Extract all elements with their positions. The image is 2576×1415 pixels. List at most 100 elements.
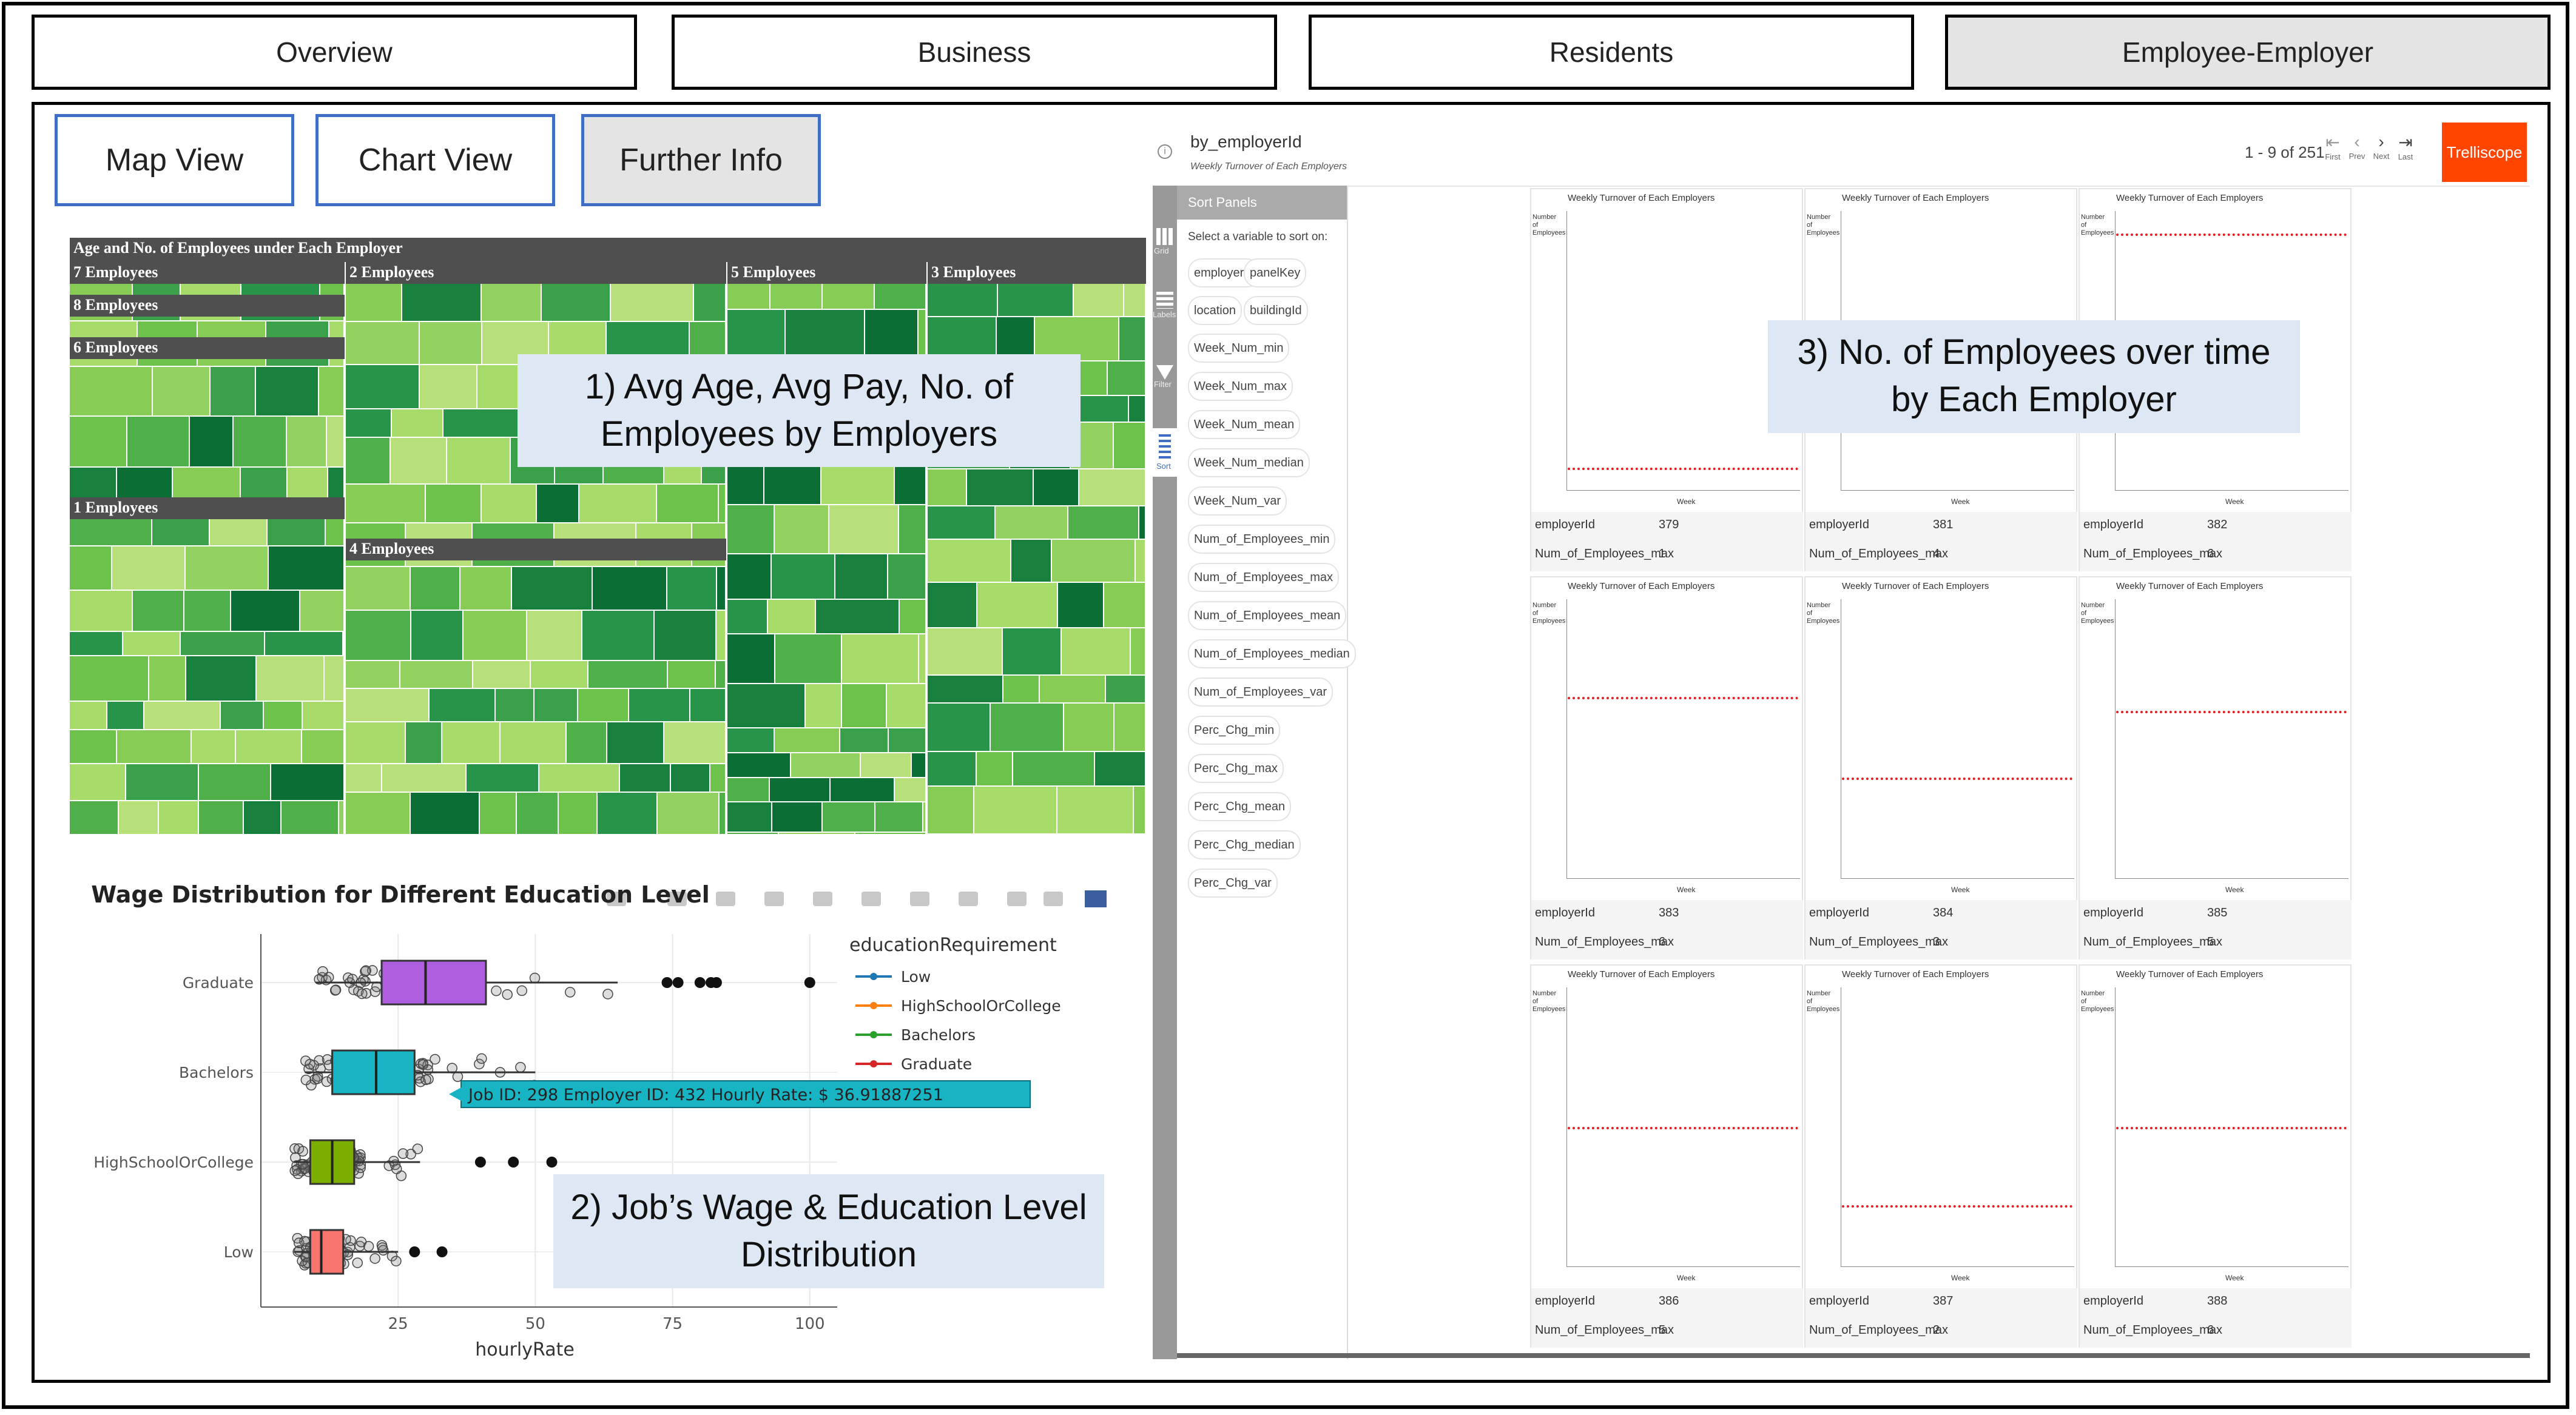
- treemap-cell[interactable]: [928, 469, 966, 505]
- treemap-cell[interactable]: [186, 546, 268, 590]
- treemap-cell[interactable]: [977, 752, 1012, 785]
- treemap-cell[interactable]: [70, 632, 122, 655]
- treemap-cell[interactable]: [977, 583, 1057, 627]
- treemap-cell[interactable]: [382, 764, 465, 792]
- treemap-cell[interactable]: [346, 438, 389, 483]
- treemap-cell[interactable]: [727, 802, 771, 832]
- sort-var-chip[interactable]: Num_of_Employees_median: [1188, 639, 1356, 668]
- treemap-cell[interactable]: [117, 730, 191, 763]
- tab-residents[interactable]: Residents: [1309, 15, 1914, 90]
- treemap-cell[interactable]: [900, 600, 925, 633]
- treemap-cell[interactable]: [1106, 676, 1145, 702]
- spike-icon[interactable]: [1007, 892, 1027, 906]
- pager-next-button[interactable]: › Next: [2373, 132, 2390, 161]
- treemap-cell[interactable]: [928, 506, 994, 539]
- treemap-cell[interactable]: [928, 704, 990, 751]
- treemap-cell[interactable]: [126, 764, 198, 800]
- treemap-cell[interactable]: [464, 611, 526, 660]
- treemap-cell[interactable]: [720, 793, 725, 834]
- treemap-cell[interactable]: [1124, 284, 1145, 316]
- treemap-cell[interactable]: [482, 284, 541, 321]
- treemap-cell[interactable]: [727, 634, 774, 683]
- treemap-cell[interactable]: [694, 284, 725, 321]
- trellis-panel[interactable]: Weekly Turnover of Each Employers Number …: [1530, 576, 1803, 960]
- sort-var-chip[interactable]: Perc_Chg_median: [1188, 830, 1301, 859]
- outlier-point[interactable]: [474, 1157, 486, 1168]
- treemap-cell[interactable]: [611, 284, 693, 321]
- treemap-cell[interactable]: [770, 284, 821, 309]
- treemap-cell[interactable]: [875, 802, 922, 832]
- treemap-cell[interactable]: [287, 417, 326, 466]
- treemap-cell[interactable]: [840, 728, 888, 752]
- treemap-cell[interactable]: [391, 438, 446, 483]
- treemap-cell[interactable]: [442, 722, 499, 763]
- treemap-cell[interactable]: [119, 801, 158, 834]
- treemap-cell[interactable]: [411, 793, 479, 834]
- treemap-cell[interactable]: [770, 778, 829, 801]
- treemap-cell[interactable]: [420, 365, 476, 408]
- treemap-cell[interactable]: [658, 793, 718, 834]
- home-icon[interactable]: [959, 892, 978, 906]
- box-bachelors[interactable]: [300, 1049, 540, 1095]
- treemap-cell[interactable]: [153, 367, 209, 415]
- treemap-cell[interactable]: [1114, 423, 1145, 468]
- treemap-cell[interactable]: [1034, 469, 1078, 505]
- treemap-cell[interactable]: [269, 546, 343, 590]
- treemap-cell[interactable]: [928, 676, 1002, 702]
- camera-icon[interactable]: [607, 892, 626, 906]
- pager-prev-button[interactable]: ‹ Prev: [2348, 132, 2365, 161]
- treemap-cell[interactable]: [928, 752, 976, 785]
- treemap-cell[interactable]: [582, 611, 653, 660]
- treemap-cell[interactable]: [1074, 284, 1123, 316]
- treemap-cell[interactable]: [717, 567, 725, 610]
- trellis-panel[interactable]: Weekly Turnover of Each Employers Number …: [1804, 964, 2077, 1348]
- outlier-point[interactable]: [436, 1246, 448, 1257]
- outlier-point[interactable]: [710, 977, 722, 988]
- treemap-cell[interactable]: [411, 611, 462, 660]
- treemap-cell[interactable]: [112, 546, 184, 590]
- tab-further-info[interactable]: Further Info: [581, 114, 821, 206]
- treemap-cell[interactable]: [855, 833, 925, 834]
- treemap-cell[interactable]: [496, 689, 533, 721]
- treemap-cell[interactable]: [133, 591, 183, 631]
- treemap-cell[interactable]: [303, 702, 343, 729]
- treemap-cell[interactable]: [265, 632, 342, 655]
- treemap-cell[interactable]: [144, 702, 220, 729]
- treemap-cell[interactable]: [70, 702, 106, 729]
- trelliscope-brand[interactable]: Trelliscope: [2442, 123, 2527, 182]
- treemap-cell[interactable]: [70, 417, 126, 466]
- treemap-cell[interactable]: [919, 310, 925, 355]
- sort-var-chip[interactable]: Perc_Chg_var: [1188, 869, 1278, 898]
- treemap-cell[interactable]: [346, 689, 428, 721]
- treemap-cell[interactable]: [346, 764, 381, 792]
- treemap-cell[interactable]: [234, 417, 286, 466]
- plot-toolbar[interactable]: [607, 890, 1107, 907]
- treemap-cell[interactable]: [727, 753, 790, 777]
- treemap-cell[interactable]: [823, 284, 874, 309]
- treemap-cell[interactable]: [888, 554, 925, 599]
- treemap-cell[interactable]: [542, 284, 610, 321]
- treemap-cell[interactable]: [534, 689, 577, 721]
- box-graduate[interactable]: [314, 960, 815, 1006]
- treemap-cell[interactable]: [671, 764, 709, 792]
- treemap-cell[interactable]: [842, 684, 886, 727]
- treemap-cell[interactable]: [346, 793, 410, 834]
- treemap-cell[interactable]: [716, 611, 725, 660]
- treemap-cell[interactable]: [231, 591, 299, 631]
- treemap-cell[interactable]: [559, 793, 596, 834]
- treemap-cell[interactable]: [186, 656, 255, 701]
- treemap-cell[interactable]: [501, 722, 565, 763]
- treemap-cell[interactable]: [447, 438, 510, 483]
- treemap-cell[interactable]: [392, 409, 442, 437]
- treemap-cell[interactable]: [244, 801, 280, 834]
- treemap-cell[interactable]: [1114, 704, 1145, 751]
- labels-icon[interactable]: [1156, 292, 1173, 309]
- treemap-cell[interactable]: [791, 753, 860, 777]
- treemap-cell[interactable]: [690, 689, 725, 721]
- treemap-cell[interactable]: [346, 365, 419, 408]
- treemap-cell[interactable]: [527, 611, 581, 660]
- treemap-cell[interactable]: [420, 322, 481, 364]
- treemap-cell[interactable]: [895, 466, 925, 504]
- treemap-cell[interactable]: [727, 684, 804, 727]
- treemap-cell[interactable]: [727, 505, 774, 553]
